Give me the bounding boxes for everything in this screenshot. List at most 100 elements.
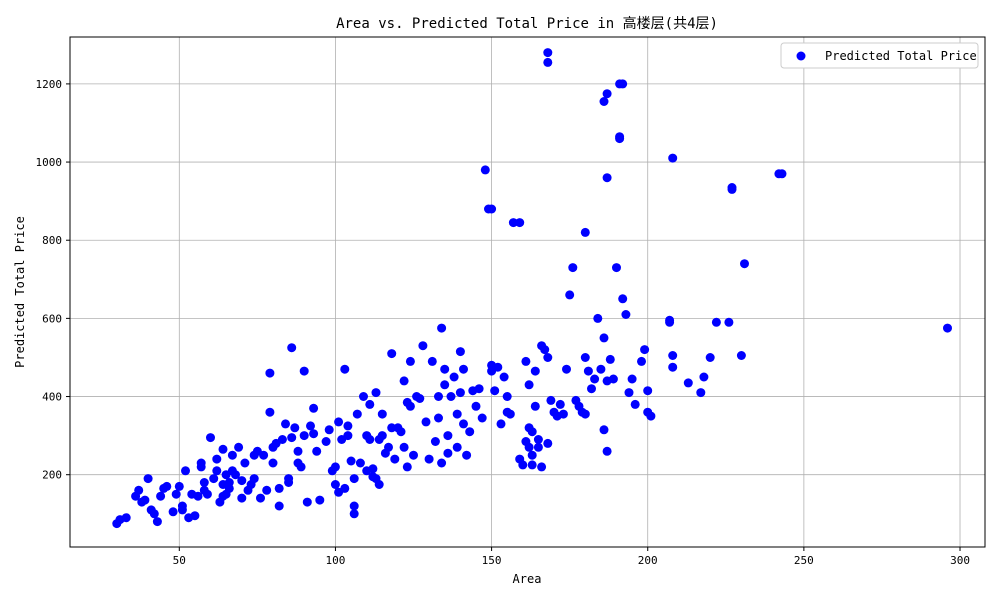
data-point — [480, 165, 490, 175]
data-point — [399, 376, 409, 386]
data-point — [580, 353, 590, 362]
data-point — [440, 364, 450, 374]
y-axis-label: Predicted Total Price — [13, 216, 27, 368]
data-point — [777, 169, 787, 179]
y-tick-label: 400 — [42, 391, 62, 404]
data-point — [593, 313, 603, 323]
data-point — [265, 407, 275, 417]
data-point — [296, 462, 306, 472]
legend-marker — [796, 51, 806, 61]
data-point — [437, 323, 447, 333]
data-point — [568, 263, 578, 273]
data-point — [193, 491, 203, 501]
data-point — [562, 364, 571, 374]
data-point — [324, 425, 334, 435]
data-point — [724, 317, 734, 327]
data-point — [630, 399, 640, 409]
data-point — [399, 442, 409, 452]
data-point — [287, 343, 297, 353]
data-point — [224, 478, 234, 487]
data-point — [587, 384, 596, 394]
data-point — [418, 341, 428, 351]
data-point — [505, 409, 515, 419]
data-point — [427, 356, 437, 366]
data-point — [405, 356, 415, 366]
data-point — [643, 386, 653, 396]
data-point — [330, 480, 340, 489]
data-point — [668, 153, 678, 163]
data-point — [387, 349, 397, 359]
data-point — [240, 458, 250, 468]
data-point — [174, 481, 184, 491]
data-point — [262, 485, 272, 495]
data-point — [309, 403, 319, 413]
data-point — [599, 97, 609, 106]
x-tick-label: 300 — [950, 554, 970, 567]
data-point — [502, 392, 512, 401]
data-point — [306, 421, 315, 431]
data-point — [599, 425, 609, 435]
y-tick-label: 600 — [42, 312, 62, 325]
data-point — [558, 409, 568, 419]
data-point — [259, 450, 269, 460]
data-point — [524, 380, 534, 390]
data-point — [434, 392, 443, 401]
data-point — [121, 513, 131, 523]
data-point — [624, 388, 634, 398]
data-point — [340, 483, 350, 493]
data-point — [496, 419, 506, 429]
data-point — [668, 351, 678, 360]
data-point — [621, 310, 631, 319]
data-point — [237, 476, 247, 486]
data-point — [284, 478, 294, 487]
y-tick-label: 200 — [42, 469, 62, 482]
data-point — [212, 454, 222, 464]
data-point — [696, 388, 706, 398]
y-axis-ticks: 200 400 600 800 1000 1200 — [36, 78, 70, 482]
data-point — [668, 362, 678, 372]
data-point — [452, 409, 462, 419]
data-point — [181, 466, 190, 476]
data-point — [424, 454, 434, 464]
data-point — [596, 364, 606, 374]
data-point — [440, 380, 450, 390]
data-point — [171, 489, 181, 499]
data-point — [602, 376, 612, 386]
data-point — [590, 374, 600, 384]
data-point — [430, 437, 440, 446]
data-point — [565, 290, 575, 300]
data-point — [727, 183, 737, 192]
data-point — [290, 423, 300, 433]
data-point — [487, 204, 497, 214]
data-point — [274, 483, 284, 493]
data-point — [618, 294, 628, 304]
x-tick-label: 150 — [482, 554, 502, 567]
data-point — [196, 458, 206, 468]
legend-box — [780, 42, 979, 69]
data-point — [334, 417, 344, 427]
data-point — [499, 372, 509, 382]
data-point — [449, 372, 459, 382]
data-point — [371, 388, 381, 398]
x-tick-label: 200 — [638, 554, 658, 567]
data-point — [162, 481, 172, 491]
x-axis-label: Area — [513, 572, 542, 586]
data-point — [377, 409, 387, 419]
data-point — [543, 48, 553, 58]
data-point — [627, 374, 637, 384]
data-point — [343, 421, 353, 431]
data-point — [231, 470, 240, 480]
data-point — [340, 364, 350, 374]
y-tick-label: 1000 — [36, 156, 63, 169]
data-point — [256, 493, 265, 503]
data-point — [387, 423, 397, 433]
data-point — [299, 366, 309, 376]
legend: Predicted Total Price — [780, 42, 979, 69]
data-point — [533, 442, 543, 452]
data-point — [646, 411, 656, 421]
data-point — [140, 495, 150, 505]
data-point — [202, 489, 212, 499]
data-point — [580, 227, 590, 237]
